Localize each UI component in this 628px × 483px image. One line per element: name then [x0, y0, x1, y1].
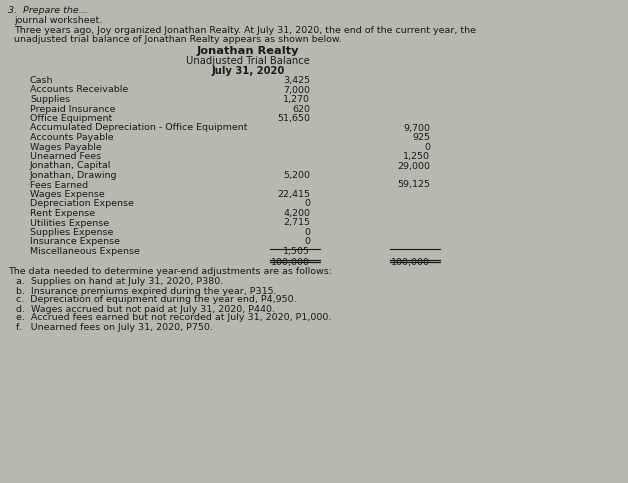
- Text: Rent Expense: Rent Expense: [30, 209, 95, 218]
- Text: 3.  Prepare the...: 3. Prepare the...: [8, 6, 88, 15]
- Text: 0: 0: [304, 238, 310, 246]
- Text: 925: 925: [412, 133, 430, 142]
- Text: Supplies Expense: Supplies Expense: [30, 228, 114, 237]
- Text: 2,715: 2,715: [283, 218, 310, 227]
- Text: e.  Accrued fees earned but not recorded at July 31, 2020, P1,000.: e. Accrued fees earned but not recorded …: [16, 313, 332, 323]
- Text: 51,650: 51,650: [277, 114, 310, 123]
- Text: 0: 0: [304, 228, 310, 237]
- Text: a.  Supplies on hand at July 31, 2020, P380.: a. Supplies on hand at July 31, 2020, P3…: [16, 278, 223, 286]
- Text: Office Equipment: Office Equipment: [30, 114, 112, 123]
- Text: 1,270: 1,270: [283, 95, 310, 104]
- Text: Jonathan Realty: Jonathan Realty: [197, 46, 300, 56]
- Text: Prepaid Insurance: Prepaid Insurance: [30, 104, 116, 114]
- Text: unadjusted trial balance of Jonathan Realty appears as shown below.: unadjusted trial balance of Jonathan Rea…: [14, 35, 342, 44]
- Text: Insurance Expense: Insurance Expense: [30, 238, 120, 246]
- Text: Accumulated Depreciation - Office Equipment: Accumulated Depreciation - Office Equipm…: [30, 124, 247, 132]
- Text: Utilities Expense: Utilities Expense: [30, 218, 109, 227]
- Text: 7,000: 7,000: [283, 85, 310, 95]
- Text: Three years ago, Joy organized Jonathan Realty. At July 31, 2020, the end of the: Three years ago, Joy organized Jonathan …: [14, 26, 476, 35]
- Text: 9,700: 9,700: [403, 124, 430, 132]
- Text: Accounts Payable: Accounts Payable: [30, 133, 114, 142]
- Text: 1,505: 1,505: [283, 247, 310, 256]
- Text: Miscellaneous Expense: Miscellaneous Expense: [30, 247, 140, 256]
- Text: Unadjusted Trial Balance: Unadjusted Trial Balance: [186, 56, 310, 66]
- Text: July 31, 2020: July 31, 2020: [212, 66, 284, 76]
- Text: journal worksheet.: journal worksheet.: [14, 16, 102, 25]
- Text: Unearned Fees: Unearned Fees: [30, 152, 101, 161]
- Text: 100,000: 100,000: [271, 257, 310, 267]
- Text: f.   Unearned fees on July 31, 2020, P750.: f. Unearned fees on July 31, 2020, P750.: [16, 323, 213, 331]
- Text: 4,200: 4,200: [283, 209, 310, 218]
- Text: Accounts Receivable: Accounts Receivable: [30, 85, 128, 95]
- Text: 1,250: 1,250: [403, 152, 430, 161]
- Text: 0: 0: [304, 199, 310, 209]
- Text: Jonathan, Capital: Jonathan, Capital: [30, 161, 111, 170]
- Text: Fees Earned: Fees Earned: [30, 181, 88, 189]
- Text: 22,415: 22,415: [277, 190, 310, 199]
- Text: The data needed to determine year-end adjustments are as follows:: The data needed to determine year-end ad…: [8, 268, 332, 276]
- Text: 0: 0: [424, 142, 430, 152]
- Text: Wages Expense: Wages Expense: [30, 190, 105, 199]
- Text: d.  Wages accrued but not paid at July 31, 2020, P440.: d. Wages accrued but not paid at July 31…: [16, 304, 275, 313]
- Text: 5,200: 5,200: [283, 171, 310, 180]
- Text: 620: 620: [292, 104, 310, 114]
- Text: c.  Depreciation of equipment during the year end, P4,950.: c. Depreciation of equipment during the …: [16, 296, 296, 304]
- Text: 100,000: 100,000: [391, 257, 430, 267]
- Text: Cash: Cash: [30, 76, 53, 85]
- Text: Depreciation Expense: Depreciation Expense: [30, 199, 134, 209]
- Text: 29,000: 29,000: [397, 161, 430, 170]
- Text: 3,425: 3,425: [283, 76, 310, 85]
- Text: Wages Payable: Wages Payable: [30, 142, 102, 152]
- Text: Jonathan, Drawing: Jonathan, Drawing: [30, 171, 117, 180]
- Text: b.  Insurance premiums expired during the year, P315.: b. Insurance premiums expired during the…: [16, 286, 276, 296]
- Text: Supplies: Supplies: [30, 95, 70, 104]
- Text: 59,125: 59,125: [397, 181, 430, 189]
